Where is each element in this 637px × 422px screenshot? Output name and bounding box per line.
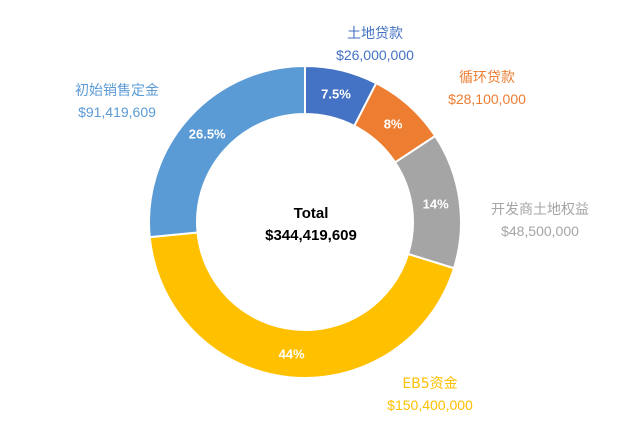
slice-category-label: 循环贷款: [459, 70, 515, 86]
external-labels: 土地贷款 $26,000,000 循环贷款 $28,100,000 开发商土地权益 $48…: [75, 26, 589, 413]
slice-category-label: 开发商土地权益: [491, 202, 589, 218]
slice-category-label: 土地贷款: [347, 26, 403, 42]
slice-value-label: $150,400,000: [387, 397, 473, 413]
percent-labels: 7.5% 8% 14% 44% 26.5%: [189, 87, 449, 362]
slice-percent-label: 14%: [423, 196, 449, 211]
center-total: Total $344,419,609: [265, 205, 357, 244]
center-total-value: $344,419,609: [265, 227, 357, 244]
slice-percent-label: 26.5%: [189, 126, 226, 141]
slice-value-label: $91,419,609: [78, 104, 156, 120]
donut-slice: [148, 64, 306, 239]
slice-percent-label: 8%: [384, 117, 403, 132]
center-total-label: Total: [294, 205, 329, 222]
donut-slice: [148, 231, 456, 379]
slice-category-label: 初始销售定金: [75, 82, 159, 99]
slices-layer: [148, 64, 462, 379]
slice-percent-label: 44%: [279, 346, 305, 361]
slice-percent-label: 7.5%: [321, 87, 351, 102]
slice-value-label: $28,100,000: [448, 91, 526, 107]
slice-value-label: $48,500,000: [501, 223, 579, 239]
slice-category-label: EB5资金: [402, 376, 457, 392]
slice-value-label: $26,000,000: [336, 47, 414, 63]
